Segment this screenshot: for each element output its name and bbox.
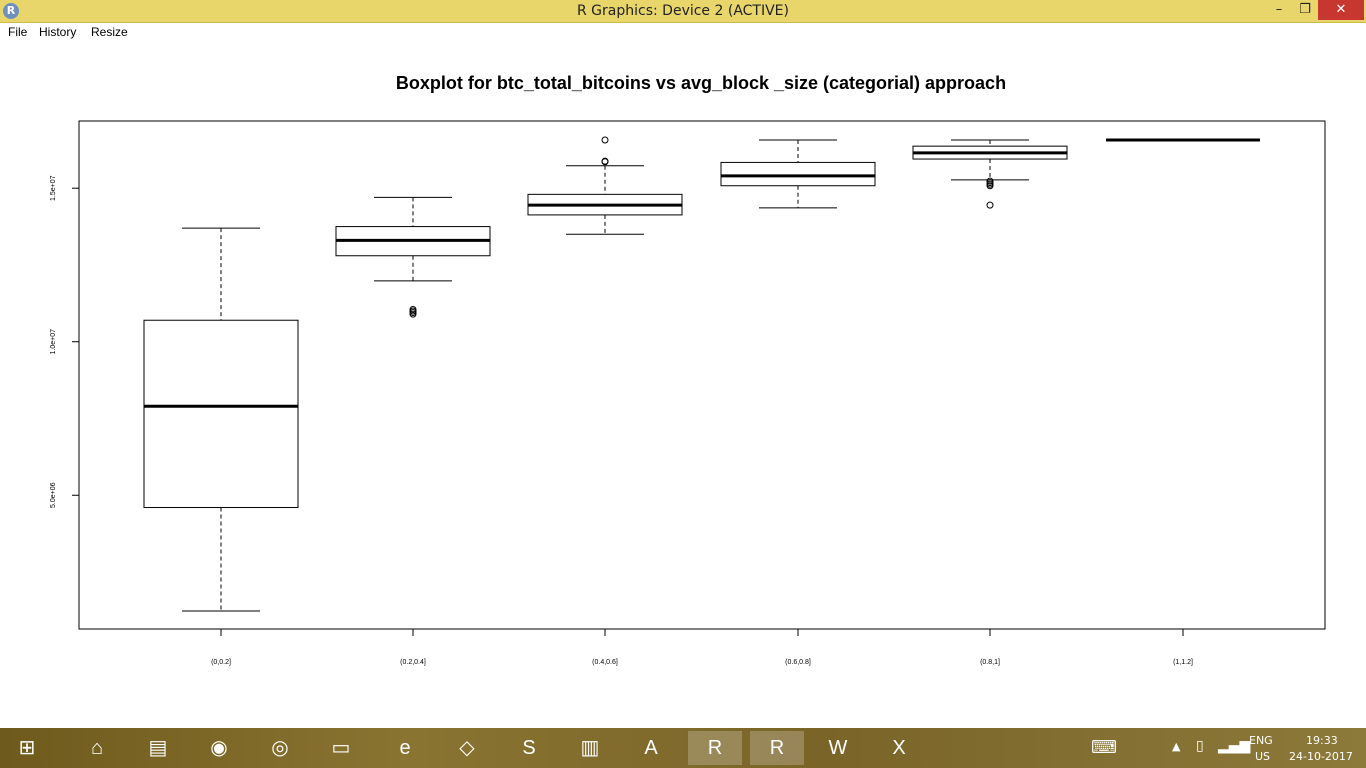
outlier-point: [986, 177, 994, 185]
taskbar-app-excel[interactable]: X: [892, 737, 906, 759]
menu-resize[interactable]: Resize: [91, 25, 128, 39]
outlier-point: [601, 136, 609, 144]
menu-bar: File History Resize: [0, 23, 1366, 42]
language-indicator[interactable]: ENG: [1249, 734, 1273, 747]
plot-area: Boxplot for btc_total_bitcoins vs avg_bl…: [0, 42, 1366, 728]
maximize-button[interactable]: ❐: [1299, 2, 1311, 17]
minimize-button[interactable]: –: [1275, 2, 1283, 17]
taskbar-app-r[interactable]: R: [688, 731, 742, 765]
menu-history[interactable]: History: [39, 25, 77, 39]
r-app-icon: R: [3, 3, 19, 19]
taskbar-app-skype[interactable]: S: [522, 737, 536, 759]
taskbar-app-chrome[interactable]: ◎: [271, 737, 289, 759]
y-tick-label: 1.0e+07: [50, 329, 57, 355]
menu-file[interactable]: File: [8, 25, 28, 39]
keyboard-icon[interactable]: ⌨: [1091, 737, 1117, 758]
x-tick-label: (0.2,0.4]: [400, 659, 426, 666]
taskbar-app-word[interactable]: W: [828, 737, 848, 759]
region-indicator[interactable]: US: [1255, 750, 1271, 763]
box: [143, 319, 299, 509]
signal-icon[interactable]: ▂▄▆: [1218, 738, 1251, 754]
taskbar-app-notes[interactable]: ▤: [148, 737, 168, 759]
x-tick-label: (1,1.2]: [1173, 659, 1193, 666]
taskbar-app-rstudio[interactable]: R: [750, 731, 804, 765]
taskbar-app-home[interactable]: ⌂: [90, 737, 104, 759]
x-tick-label: (0,0.2]: [211, 659, 231, 666]
plot-frame: [78, 120, 1326, 630]
boxplot-chart: Boxplot for btc_total_bitcoins vs avg_bl…: [50, 73, 1326, 666]
y-tick-label: 5.0e+06: [50, 482, 57, 508]
taskbar-app-start[interactable]: ⊞: [18, 737, 36, 759]
taskbar-app-charts[interactable]: ▥: [580, 737, 600, 759]
box: [720, 161, 876, 187]
x-tick-label: (0.8,1]: [980, 659, 1000, 666]
taskbar-app-files[interactable]: ◇: [459, 737, 475, 759]
taskbar-app-internet-explorer[interactable]: e: [399, 737, 411, 759]
outlier-point: [986, 201, 994, 209]
outlier-point: [601, 157, 609, 165]
taskbar-app-acrobat[interactable]: A: [644, 737, 658, 759]
tray-arrow-icon[interactable]: ▲: [1172, 740, 1181, 753]
outlier-point: [409, 305, 417, 313]
clock-time[interactable]: 19:33: [1306, 734, 1338, 747]
power-icon[interactable]: ▯: [1196, 738, 1204, 754]
close-button[interactable]: ✕: [1318, 0, 1364, 20]
taskbar: ⊞ ⌂ ▤ ◉ ◎ ▭ e ◇ S ▥ A R R W X ⌨ ▲ ▯ ▂▄▆ ENG US 19:33 2…: [0, 728, 1366, 768]
taskbar-app-explorer[interactable]: ▭: [331, 737, 351, 759]
title-bar: R R Graphics: Device 2 (ACTIVE) – ❐ ✕: [0, 0, 1366, 23]
y-tick-label: 1.5e+07: [50, 175, 57, 201]
chart-title: Boxplot for btc_total_bitcoins vs avg_bl…: [396, 73, 1006, 93]
clock-date[interactable]: 24-10-2017: [1289, 750, 1353, 763]
window-title: R Graphics: Device 2 (ACTIVE): [577, 3, 789, 19]
x-tick-label: (0.6,0.8]: [785, 659, 811, 666]
x-tick-label: (0.4,0.6]: [592, 659, 618, 666]
taskbar-app-firefox[interactable]: ◉: [210, 737, 228, 759]
